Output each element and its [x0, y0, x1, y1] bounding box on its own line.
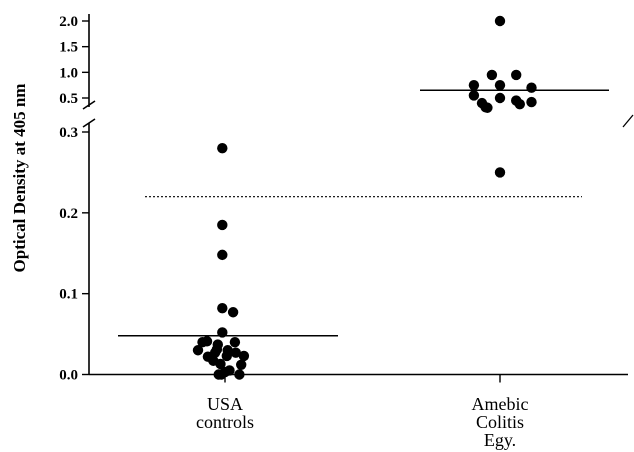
- axis-break-mark: [82, 118, 96, 128]
- category-label: Amebic: [472, 394, 529, 414]
- y-ticks: 0.0 0.1 0.2 0.3 0.5 1.0 1.5 2.0: [59, 14, 89, 384]
- y-axis-label: Optical Density at 405 nm: [10, 84, 29, 273]
- data-point: [201, 336, 213, 347]
- data-point: [229, 336, 241, 348]
- data-point: [486, 69, 498, 81]
- data-point: [222, 345, 233, 356]
- axis-break-mark-right: [622, 114, 634, 128]
- data-point: [192, 345, 204, 356]
- y-tick-label: 0.5: [59, 91, 78, 107]
- data-point: [482, 102, 493, 113]
- category-label: Colitis: [476, 412, 524, 432]
- category-label: controls: [196, 412, 254, 432]
- data-point: [526, 96, 537, 108]
- y-tick-label: 0.0: [59, 368, 78, 384]
- y-tick-label: 0.3: [59, 125, 78, 141]
- data-point: [224, 365, 235, 376]
- data-point: [468, 90, 480, 101]
- data-point: [234, 369, 245, 380]
- data-point: [227, 307, 239, 318]
- y-tick-label: 1.5: [59, 40, 78, 56]
- data-point: [217, 219, 228, 231]
- data-point: [238, 350, 250, 362]
- data-point: [468, 79, 480, 91]
- y-tick-label: 1.0: [59, 65, 78, 81]
- data-point: [217, 303, 228, 314]
- data-point: [511, 69, 522, 81]
- data-point: [514, 98, 525, 110]
- y-tick-label: 0.2: [59, 206, 78, 222]
- data-point: [494, 167, 506, 178]
- data-point: [217, 142, 228, 154]
- data-point: [236, 359, 247, 370]
- data-point: [494, 79, 506, 91]
- data-point: [217, 249, 228, 261]
- y-tick-label: 0.1: [59, 287, 78, 303]
- axis-break-mark: [82, 100, 96, 110]
- reference-lines: [118, 89, 609, 337]
- data-point: [212, 339, 223, 350]
- axes: [82, 14, 634, 383]
- data-point: [215, 358, 226, 370]
- data-point: [230, 347, 241, 358]
- data-point: [217, 327, 228, 338]
- data-point: [526, 82, 537, 93]
- y-tick-label: 2.0: [59, 14, 78, 30]
- data-point: [494, 92, 506, 104]
- data-point: [494, 15, 506, 27]
- category-label: Egy.: [484, 430, 516, 450]
- category-label: USA: [207, 394, 243, 414]
- data-points: [192, 15, 537, 380]
